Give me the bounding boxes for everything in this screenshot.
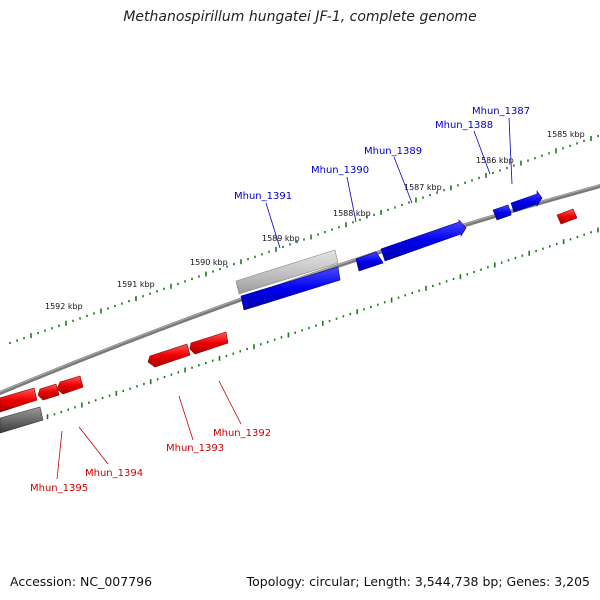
forward-labels: Mhun_1387 Mhun_1388 Mhun_1389 Mhun_1390 … [234,106,530,249]
gene-label-mhun-1394[interactable]: Mhun_1394 [85,468,143,479]
tick-row-lower [19,227,599,428]
gene-arrow-mhun-1388[interactable] [492,204,512,221]
leader-line [346,176,357,223]
leader-line [78,426,109,465]
gene-label-mhun-1392[interactable]: Mhun_1392 [213,428,271,439]
accession-text: Accession: NC_007796 [10,574,153,589]
kbp-label: 1592 kbp [45,302,83,311]
gene-label-mhun-1389[interactable]: Mhun_1389 [364,146,422,157]
kbp-label: 1586 kbp [476,156,514,165]
gene-arrow-mhun-1392[interactable] [189,331,229,355]
gene-label-mhun-1388[interactable]: Mhun_1388 [435,120,493,131]
gene-label-mhun-1387[interactable]: Mhun_1387 [472,106,530,117]
kbp-label: 1588 kbp [333,209,371,218]
leader-line [218,380,242,425]
gene-arrow-mhun-1395-a[interactable] [37,383,60,401]
gene-label-mhun-1390[interactable]: Mhun_1390 [311,165,369,176]
tick-row-upper [9,134,599,345]
kbp-scale: 1585 kbp 1586 kbp 1587 kbp 1588 kbp 1589… [45,130,585,311]
gene-arrow-mhun-1389[interactable] [380,219,467,262]
leader-line [178,395,194,441]
leader-line [56,430,63,480]
kbp-label: 1591 kbp [117,280,155,289]
kbp-label: 1585 kbp [547,130,585,139]
gene-label-mhun-1393[interactable]: Mhun_1393 [166,443,224,454]
pseudogene-block[interactable] [235,249,339,295]
gene-arrow-far-right[interactable] [556,208,578,225]
reverse-strand [0,208,578,434]
gene-arrow-mhun-1395-b[interactable] [0,387,38,413]
map-title: Methanospirillum hungatei JF-1, complete… [123,9,477,25]
genome-summary-text: Topology: circular; Length: 3,544,738 bp… [246,574,590,589]
gene-label-mhun-1391[interactable]: Mhun_1391 [234,191,292,202]
pseudogene-block-dark[interactable] [0,406,44,434]
gene-arrow-mhun-1394[interactable] [56,375,84,395]
forward-strand [235,190,543,311]
gene-arrow-mhun-1391[interactable] [240,266,341,311]
kbp-label: 1590 kbp [190,258,228,267]
leader-line [393,156,413,204]
gene-arrow-mhun-1387[interactable] [510,190,543,213]
gene-arrow-mhun-1390[interactable] [355,251,384,272]
reverse-labels: Mhun_1392 Mhun_1393 Mhun_1394 Mhun_1395 [30,380,271,494]
leader-line [265,202,281,249]
leader-line [508,117,513,185]
kbp-label: 1589 kbp [262,234,300,243]
gene-arrow-mhun-1393[interactable] [147,343,191,368]
kbp-label: 1587 kbp [404,183,442,192]
leader-line [473,130,491,175]
gene-label-mhun-1395[interactable]: Mhun_1395 [30,483,88,494]
